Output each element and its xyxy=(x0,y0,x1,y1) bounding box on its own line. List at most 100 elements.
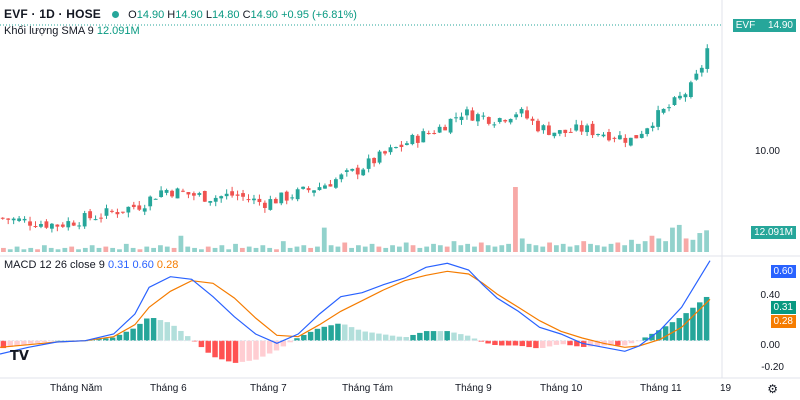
candle-body xyxy=(6,218,11,220)
price-tag-symbol: EVF xyxy=(735,20,756,31)
histogram-bar xyxy=(137,323,143,341)
histogram-bar xyxy=(560,340,566,345)
volume-bar xyxy=(465,243,471,252)
volume-bar xyxy=(506,243,511,252)
candle-body xyxy=(213,197,218,202)
histogram-bar xyxy=(301,334,307,341)
candle-body xyxy=(366,158,371,169)
histogram-bar xyxy=(690,307,696,341)
candle-body xyxy=(508,118,513,123)
candle-body xyxy=(546,125,551,135)
candle-body xyxy=(110,210,114,212)
candle-body xyxy=(333,179,338,188)
price-axis-label: 10.00 xyxy=(754,146,780,157)
candle-body xyxy=(355,167,360,175)
volume-bar xyxy=(55,249,61,252)
volume-bar xyxy=(151,247,156,252)
candle-body xyxy=(33,226,38,228)
candle-body xyxy=(115,212,120,215)
candle-body xyxy=(219,196,224,199)
volume-bar xyxy=(117,249,122,252)
histogram-bar xyxy=(116,334,123,341)
volume-bar xyxy=(274,249,279,252)
volume-legend-value: 12.091M xyxy=(96,25,140,37)
histogram-bar xyxy=(642,337,648,341)
volume-bar xyxy=(533,245,539,252)
candle-body xyxy=(536,120,540,132)
volume-bar xyxy=(219,245,225,252)
volume-bar xyxy=(554,245,559,252)
histogram-bar xyxy=(130,328,136,341)
candle-body xyxy=(557,130,562,134)
histogram-bar xyxy=(34,340,41,343)
candle-body xyxy=(645,128,650,135)
volume-bar xyxy=(478,242,484,252)
candle-body xyxy=(699,67,704,73)
volume-bar xyxy=(158,245,163,252)
macd-axis-label: 0.40 xyxy=(760,290,780,301)
histogram-bar xyxy=(656,330,662,341)
candle-body xyxy=(377,151,382,163)
symbol-label[interactable]: EVF · 1D · HOSE xyxy=(4,7,102,21)
volume-bar xyxy=(492,246,498,252)
macd-signal-tag: 0.60 xyxy=(770,265,796,278)
x-axis-label: Tháng Tám xyxy=(342,383,393,394)
volume-bar xyxy=(362,246,368,252)
candle-body xyxy=(639,133,644,138)
volume-bar xyxy=(349,247,354,252)
candle-body xyxy=(399,144,404,148)
histogram-bar xyxy=(7,340,13,347)
volume-bar xyxy=(403,242,409,252)
volume-bar xyxy=(629,239,634,252)
candle-body xyxy=(497,118,502,122)
histogram-bar xyxy=(266,340,273,354)
histogram-bar xyxy=(185,336,191,341)
histogram-bar xyxy=(191,340,198,342)
volume-bar xyxy=(601,246,607,252)
candle-body xyxy=(290,197,295,199)
volume-bar xyxy=(246,246,252,252)
histogram-bar xyxy=(232,340,239,363)
histogram-bar xyxy=(342,324,348,341)
candle-body xyxy=(175,188,180,199)
candle-body xyxy=(678,95,682,99)
gear-icon[interactable]: ⚙ xyxy=(767,382,778,396)
candle-body xyxy=(104,208,109,216)
histogram-bar xyxy=(246,340,252,361)
candle-body xyxy=(344,170,349,172)
volume-bar xyxy=(608,243,614,252)
candle-body xyxy=(481,115,486,117)
histogram-bar xyxy=(21,340,27,345)
candle-body xyxy=(88,211,93,219)
candle-body xyxy=(339,174,344,180)
volume-bar xyxy=(308,247,314,252)
volume-bar xyxy=(28,247,34,252)
volume-bar xyxy=(171,247,177,252)
signal-line xyxy=(0,270,711,348)
histogram-bar xyxy=(396,336,403,341)
histogram-bar xyxy=(55,340,61,342)
volume-bar xyxy=(315,246,320,252)
histogram-bar xyxy=(519,340,525,347)
candle-body xyxy=(541,125,546,131)
macd-legend-label[interactable]: MACD 12 26 close 9 xyxy=(4,259,105,271)
volume-legend-label[interactable]: Khối lượng SMA 9 xyxy=(4,25,94,37)
candle-body xyxy=(656,110,661,127)
histogram-bar xyxy=(307,331,314,341)
histogram-bar xyxy=(410,334,416,341)
histogram-bar xyxy=(546,340,553,347)
candle-body xyxy=(93,219,98,221)
candle-body xyxy=(170,190,174,197)
high-value: 14.90 xyxy=(175,9,203,21)
volume-bar xyxy=(410,245,416,252)
candle-body xyxy=(295,189,300,200)
candle-body xyxy=(55,224,60,227)
candle-body xyxy=(601,134,606,137)
candle-body xyxy=(694,73,699,80)
volume-bar xyxy=(130,247,136,252)
volume-bar xyxy=(690,239,696,252)
candle-body xyxy=(672,97,677,106)
volume-bar xyxy=(472,246,477,252)
histogram-bar xyxy=(321,326,328,341)
volume-bar xyxy=(226,249,232,252)
